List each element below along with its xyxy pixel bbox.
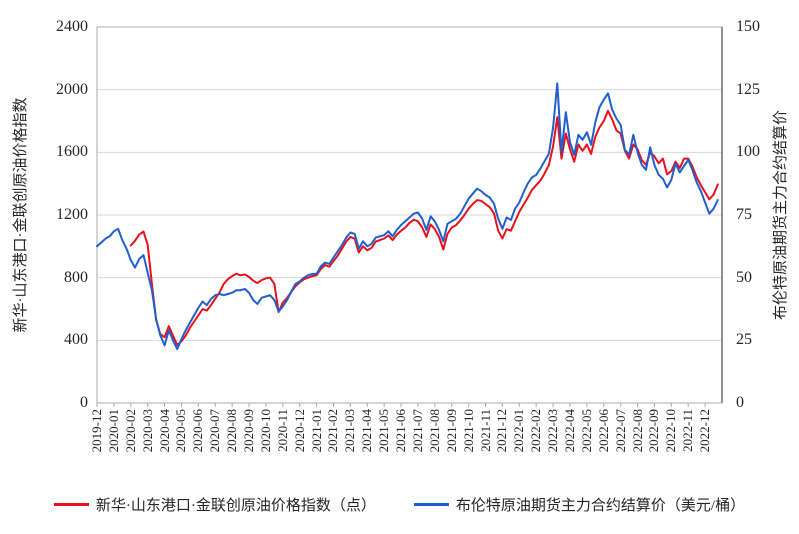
right-axis-tick-label: 25 bbox=[736, 331, 752, 349]
legend: 新华·山东港口·金联创原油价格指数（点） 布伦特原油期货主力合约结算价（美元/桶） bbox=[0, 494, 799, 515]
x-axis-tick-label: 2022-10 bbox=[663, 409, 679, 453]
x-axis-tick-label: 2021-07 bbox=[409, 409, 425, 453]
x-axis-tick-label: 2021-03 bbox=[342, 409, 358, 453]
right-axis-title: 布伦特原油期货主力合约结算价 bbox=[773, 110, 789, 321]
x-axis-tick-label: 2020-02 bbox=[122, 409, 138, 453]
x-axis-tick-label: 2020-08 bbox=[224, 409, 240, 453]
x-axis-tick-label: 2021-09 bbox=[443, 409, 459, 453]
x-axis-tick-label: 2022-06 bbox=[595, 409, 611, 453]
left-axis-tick-label: 1200 bbox=[56, 206, 88, 223]
left-axis-tick-label: 1600 bbox=[56, 143, 88, 161]
left-axis-tick-label: 2000 bbox=[56, 80, 88, 98]
x-axis-tick-label: 2022-07 bbox=[612, 409, 628, 453]
x-axis-tick-label: 2022-12 bbox=[697, 409, 713, 453]
left-axis-tick-label: 400 bbox=[64, 331, 88, 349]
x-axis-tick-label: 2020-05 bbox=[173, 409, 189, 453]
x-axis-tick-label: 2019-12 bbox=[89, 409, 104, 453]
left-axis-tick-label: 0 bbox=[80, 394, 88, 411]
x-axis-tick-label: 2021-11 bbox=[477, 409, 493, 452]
x-axis-tick-label: 2020-06 bbox=[190, 409, 206, 453]
x-axis-tick-label: 2022-08 bbox=[629, 409, 645, 453]
x-axis-tick-label: 2020-03 bbox=[139, 409, 155, 453]
x-axis-tick-label: 2021-12 bbox=[494, 409, 510, 453]
legend-line-swatch bbox=[413, 503, 449, 506]
legend-label: 新华·山东港口·金联创原油价格指数（点） bbox=[95, 498, 376, 514]
x-axis-tick-label: 2021-04 bbox=[359, 409, 375, 453]
x-axis-tick-label: 2022-03 bbox=[545, 409, 561, 453]
right-axis-tick-label: 100 bbox=[736, 143, 760, 161]
right-axis-tick-label: 75 bbox=[736, 206, 752, 223]
x-axis-tick-label: 2021-02 bbox=[325, 409, 341, 453]
x-axis-tick-label: 2022-02 bbox=[528, 409, 544, 453]
x-axis-tick-label: 2022-01 bbox=[511, 409, 527, 453]
x-axis-tick-label: 2021-01 bbox=[308, 409, 324, 453]
right-axis-tick-label: 125 bbox=[736, 80, 760, 98]
legend-label: 布伦特原油期货主力合约结算价（美元/桶） bbox=[455, 498, 746, 514]
legend-line-swatch bbox=[53, 503, 89, 506]
x-axis-tick-label: 2022-04 bbox=[561, 409, 577, 453]
x-axis-tick-label: 2021-10 bbox=[460, 409, 476, 453]
x-axis-tick-label: 2020-01 bbox=[105, 409, 121, 453]
x-axis-tick-label: 2020-12 bbox=[291, 409, 307, 453]
legend-item: 布伦特原油期货主力合约结算价（美元/桶） bbox=[413, 494, 746, 515]
x-axis-tick-label: 2021-05 bbox=[376, 409, 392, 453]
x-axis-tick-label: 2020-11 bbox=[274, 409, 290, 452]
x-axis-tick-label: 2022-11 bbox=[680, 409, 696, 452]
x-axis-tick-label: 2022-09 bbox=[646, 409, 662, 453]
right-axis-tick-label: 0 bbox=[736, 394, 744, 411]
x-axis-tick-label: 2020-10 bbox=[257, 409, 273, 453]
x-axis-tick-label: 2020-04 bbox=[156, 409, 172, 453]
left-axis-tick-label: 800 bbox=[64, 268, 88, 286]
legend-item: 新华·山东港口·金联创原油价格指数（点） bbox=[53, 494, 376, 515]
x-axis-tick-label: 2022-05 bbox=[578, 409, 594, 453]
x-axis-tick-label: 2020-07 bbox=[207, 409, 223, 453]
x-axis-tick-label: 2020-09 bbox=[241, 409, 257, 453]
x-axis-tick-label: 2021-08 bbox=[426, 409, 442, 453]
series-index-line bbox=[129, 109, 719, 346]
right-axis-tick-label: 50 bbox=[736, 268, 752, 286]
left-axis-title: 新华·山东港口·金联创原油价格指数 bbox=[13, 97, 29, 333]
right-axis-tick-label: 150 bbox=[736, 18, 760, 35]
series-brent-line bbox=[96, 82, 719, 351]
left-axis-tick-label: 2400 bbox=[56, 18, 88, 35]
x-axis-tick-label: 2021-06 bbox=[393, 409, 409, 453]
